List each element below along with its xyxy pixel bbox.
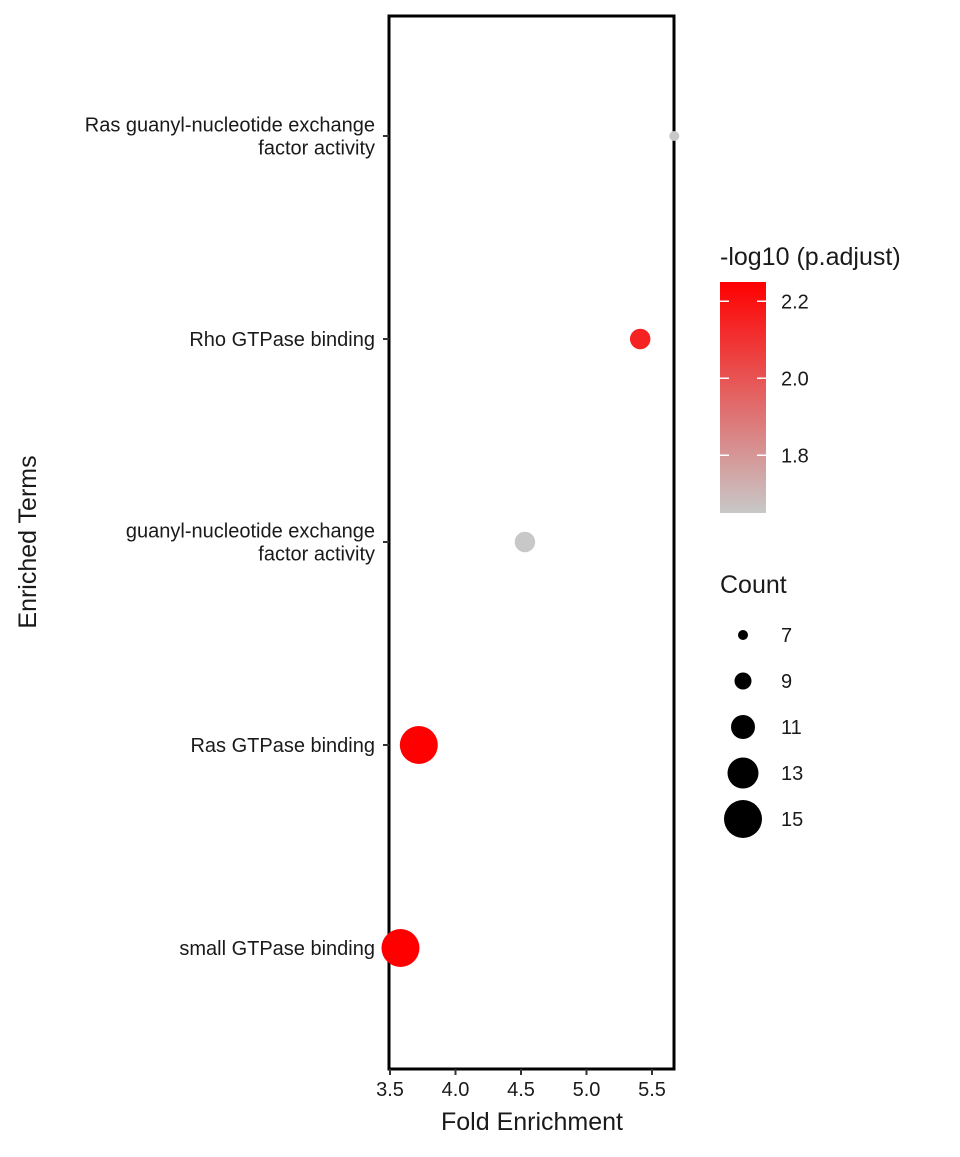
size-legend-key bbox=[727, 757, 759, 789]
y-tick-label: Rho GTPase binding bbox=[189, 329, 375, 351]
x-tick-label: 5.5 bbox=[638, 1079, 666, 1101]
size-legend-label: 11 bbox=[781, 717, 802, 739]
size-legend-key bbox=[734, 672, 752, 690]
data-point bbox=[399, 726, 438, 764]
data-points bbox=[381, 131, 680, 967]
colorbar-ticks: 1.8 2.0 2.2 bbox=[720, 291, 809, 467]
size-legend-key bbox=[731, 715, 755, 739]
colorbar-tick-label: 2.0 bbox=[781, 368, 809, 390]
size-legend-label: 13 bbox=[781, 763, 803, 785]
x-tick-label: 4.0 bbox=[442, 1079, 470, 1101]
y-axis-title: Enriched Terms bbox=[14, 455, 42, 628]
data-point bbox=[629, 328, 651, 350]
data-point bbox=[514, 531, 536, 553]
size-legend-items: 7 9 11 13 15 bbox=[724, 625, 803, 838]
color-legend-title: -log10 (p.adjust) bbox=[720, 243, 901, 271]
y-tick-label: Ras guanyl-nucleotide exchange factor act… bbox=[85, 115, 375, 160]
size-legend-label: 9 bbox=[781, 671, 792, 693]
size-legend-label: 7 bbox=[781, 625, 792, 647]
size-legend-label: 15 bbox=[781, 809, 803, 831]
colorbar-tick-label: 2.2 bbox=[781, 291, 809, 313]
x-tick-label: 5.0 bbox=[573, 1079, 601, 1101]
x-tick-label: 3.5 bbox=[376, 1079, 404, 1101]
data-point bbox=[381, 929, 420, 967]
size-legend-title: Count bbox=[720, 571, 787, 599]
x-axis: 3.5 4.0 4.5 5.0 5.5 bbox=[376, 1069, 666, 1101]
data-point bbox=[669, 131, 680, 141]
colorbar bbox=[720, 282, 766, 513]
y-tick-label: Ras GTPase binding bbox=[190, 735, 375, 757]
x-axis-title: Fold Enrichment bbox=[441, 1108, 623, 1136]
size-legend-key bbox=[738, 630, 748, 640]
color-legend: -log10 (p.adjust) 1.8 2.0 2.2 bbox=[720, 243, 901, 513]
x-tick-label: 4.5 bbox=[507, 1079, 535, 1101]
colorbar-tick-label: 1.8 bbox=[781, 445, 809, 467]
size-legend-key bbox=[724, 800, 762, 838]
y-tick-label: guanyl-nucleotide exchange factor activit… bbox=[126, 521, 375, 566]
y-axis: Ras guanyl-nucleotide exchange factor act… bbox=[85, 115, 389, 960]
size-legend: Count 7 9 11 13 15 bbox=[720, 571, 803, 838]
y-tick-label: small GTPase binding bbox=[179, 938, 375, 960]
